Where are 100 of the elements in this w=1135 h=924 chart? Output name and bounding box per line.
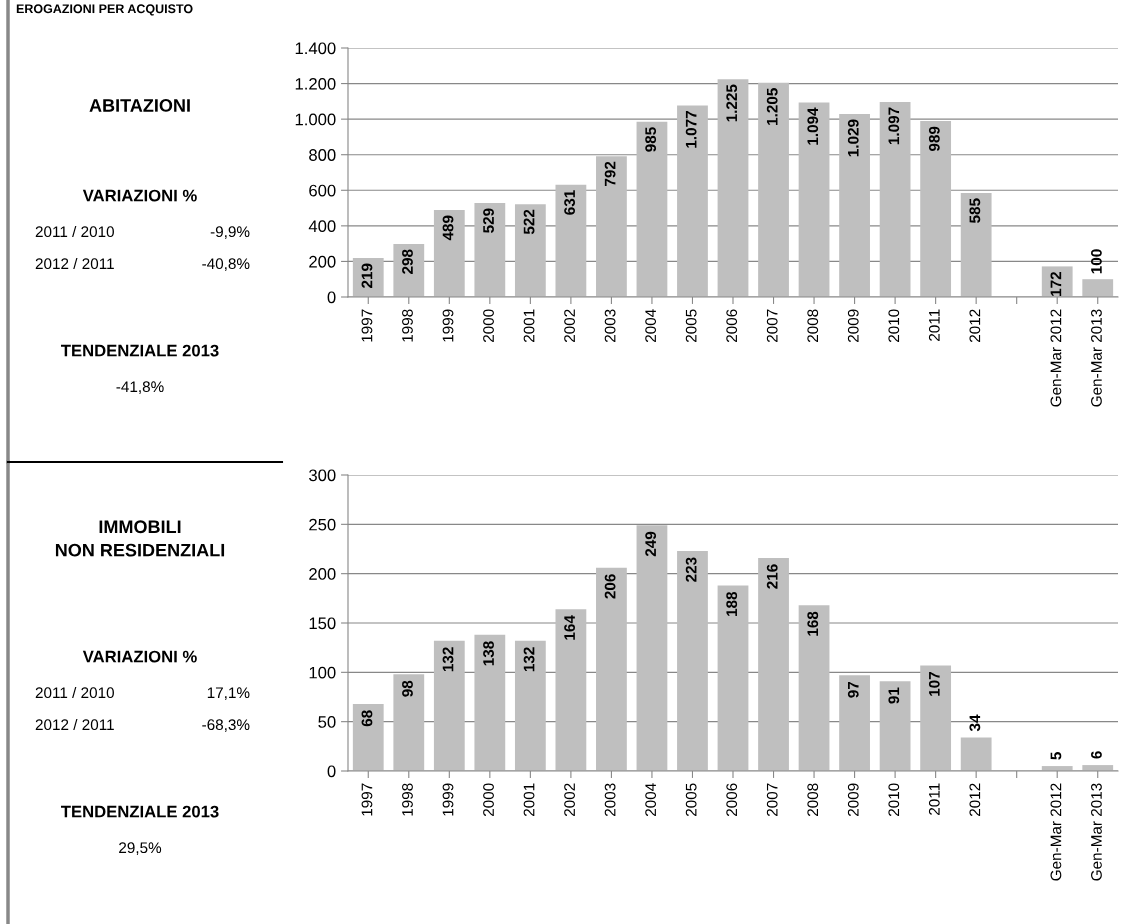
bar [433,640,465,771]
y-tick-label: 250 [309,518,336,531]
x-tick-label: 2009 [847,783,859,817]
text: 17,1% [207,687,250,700]
x-tick-label: 2000 [483,309,494,343]
bar [798,102,830,297]
data-label: 107 [928,672,940,696]
x-tick-label: 2001 [523,309,535,343]
text: EROGAZIONI PER ACQUISTO [16,4,193,16]
y-tick-label: 150 [309,617,336,630]
data-label: 97 [847,681,859,698]
y-tick-label: 600 [309,184,336,197]
data-label: 100 [1091,249,1102,274]
text: 2011 / 2010 [35,686,114,699]
text: 29,5% [119,842,162,855]
y-tick-label: 1.400 [295,42,336,55]
bar [960,192,992,297]
y-tick-label: 800 [309,149,336,161]
bar [798,605,830,771]
data-label: 631 [564,190,576,215]
y-tick-label: 300 [309,469,336,482]
text: ABITAZIONI [89,99,190,112]
bar [879,681,911,771]
x-tick-label: 2007 [766,309,778,343]
x-tick-label: Gen-Mar 2012 [1050,783,1062,881]
y-tick-label: 200 [309,255,336,268]
x-tick-label: 2004 [645,309,657,343]
x-tick-label: Gen-Mar 2013 [1091,309,1102,407]
x-tick-label: 2007 [766,783,778,817]
bar [677,105,708,297]
bar [474,202,506,297]
bar [758,557,789,771]
bar [514,204,546,297]
x-tick-label: 1997 [361,309,373,342]
bar [636,121,668,297]
bar [839,675,870,771]
bar [717,585,749,771]
bar [596,156,627,297]
bar [960,737,992,771]
data-label: 989 [928,126,940,152]
text: -41,8% [116,381,164,394]
y-tick-label: 50 [318,716,336,728]
x-tick-label: 1999 [442,309,454,342]
data-label: 585 [969,198,981,223]
x-tick-label: 2005 [685,309,697,343]
data-label: 249 [645,531,657,557]
data-label: 985 [645,127,657,152]
data-label: 1.029 [847,119,859,157]
bar [879,101,911,297]
data-label: 138 [483,641,494,666]
bar [1082,279,1114,297]
data-label: 132 [442,647,454,672]
text: VARIAZIONI % [82,189,197,202]
data-label: 1.205 [766,88,778,125]
bar [677,550,708,771]
x-tick-label: Gen-Mar 2012 [1050,309,1062,407]
text: 2011 / 2010 [35,225,114,238]
x-tick-label: 2012 [969,783,981,817]
data-label: 98 [402,680,413,697]
bar [514,640,546,771]
text: TENDENZIALE 2013 [61,805,219,818]
bar [758,82,789,297]
x-tick-label: 1998 [402,783,413,816]
x-tick-label: 2012 [969,309,981,343]
y-tick-label: 0 [327,765,336,778]
bar [636,525,668,771]
y-tick-label: 100 [309,666,336,679]
data-label: 6 [1091,751,1102,759]
x-tick-label: 2010 [888,783,900,817]
bar [555,184,587,297]
x-tick-label: 2002 [564,783,575,817]
bar [474,634,506,771]
data-label: 489 [442,215,454,241]
x-tick-label: 2009 [847,309,859,343]
y-tick-label: 0 [327,291,336,304]
text: TENDENZIALE 2013 [61,344,219,357]
text: IMMOBILI NON RESIDENZIALI [55,520,225,557]
x-tick-label: 2003 [604,783,616,817]
data-label: 206 [604,574,616,599]
bar [717,79,749,297]
data-label: 1.094 [807,107,819,145]
y-tick-label: 400 [308,220,336,233]
data-label: 529 [483,208,494,233]
bar [920,121,952,297]
text: VARIAZIONI % [82,650,197,663]
data-label: 223 [685,557,697,582]
data-label: 5 [1050,752,1062,760]
data-label: 168 [807,611,819,636]
bar [352,703,384,771]
text: -40,8% [202,258,250,271]
data-label: 68 [361,710,373,727]
x-tick-label: 2005 [685,783,697,817]
data-label: 188 [726,591,738,616]
data-label: 216 [766,564,778,589]
x-tick-label: 2008 [807,783,819,817]
x-tick-label: 2006 [726,783,738,817]
x-tick-label: 2003 [604,309,616,343]
data-label: 164 [564,615,575,640]
x-tick-label: Gen-Mar 2013 [1091,783,1102,881]
data-label: 298 [402,249,413,274]
